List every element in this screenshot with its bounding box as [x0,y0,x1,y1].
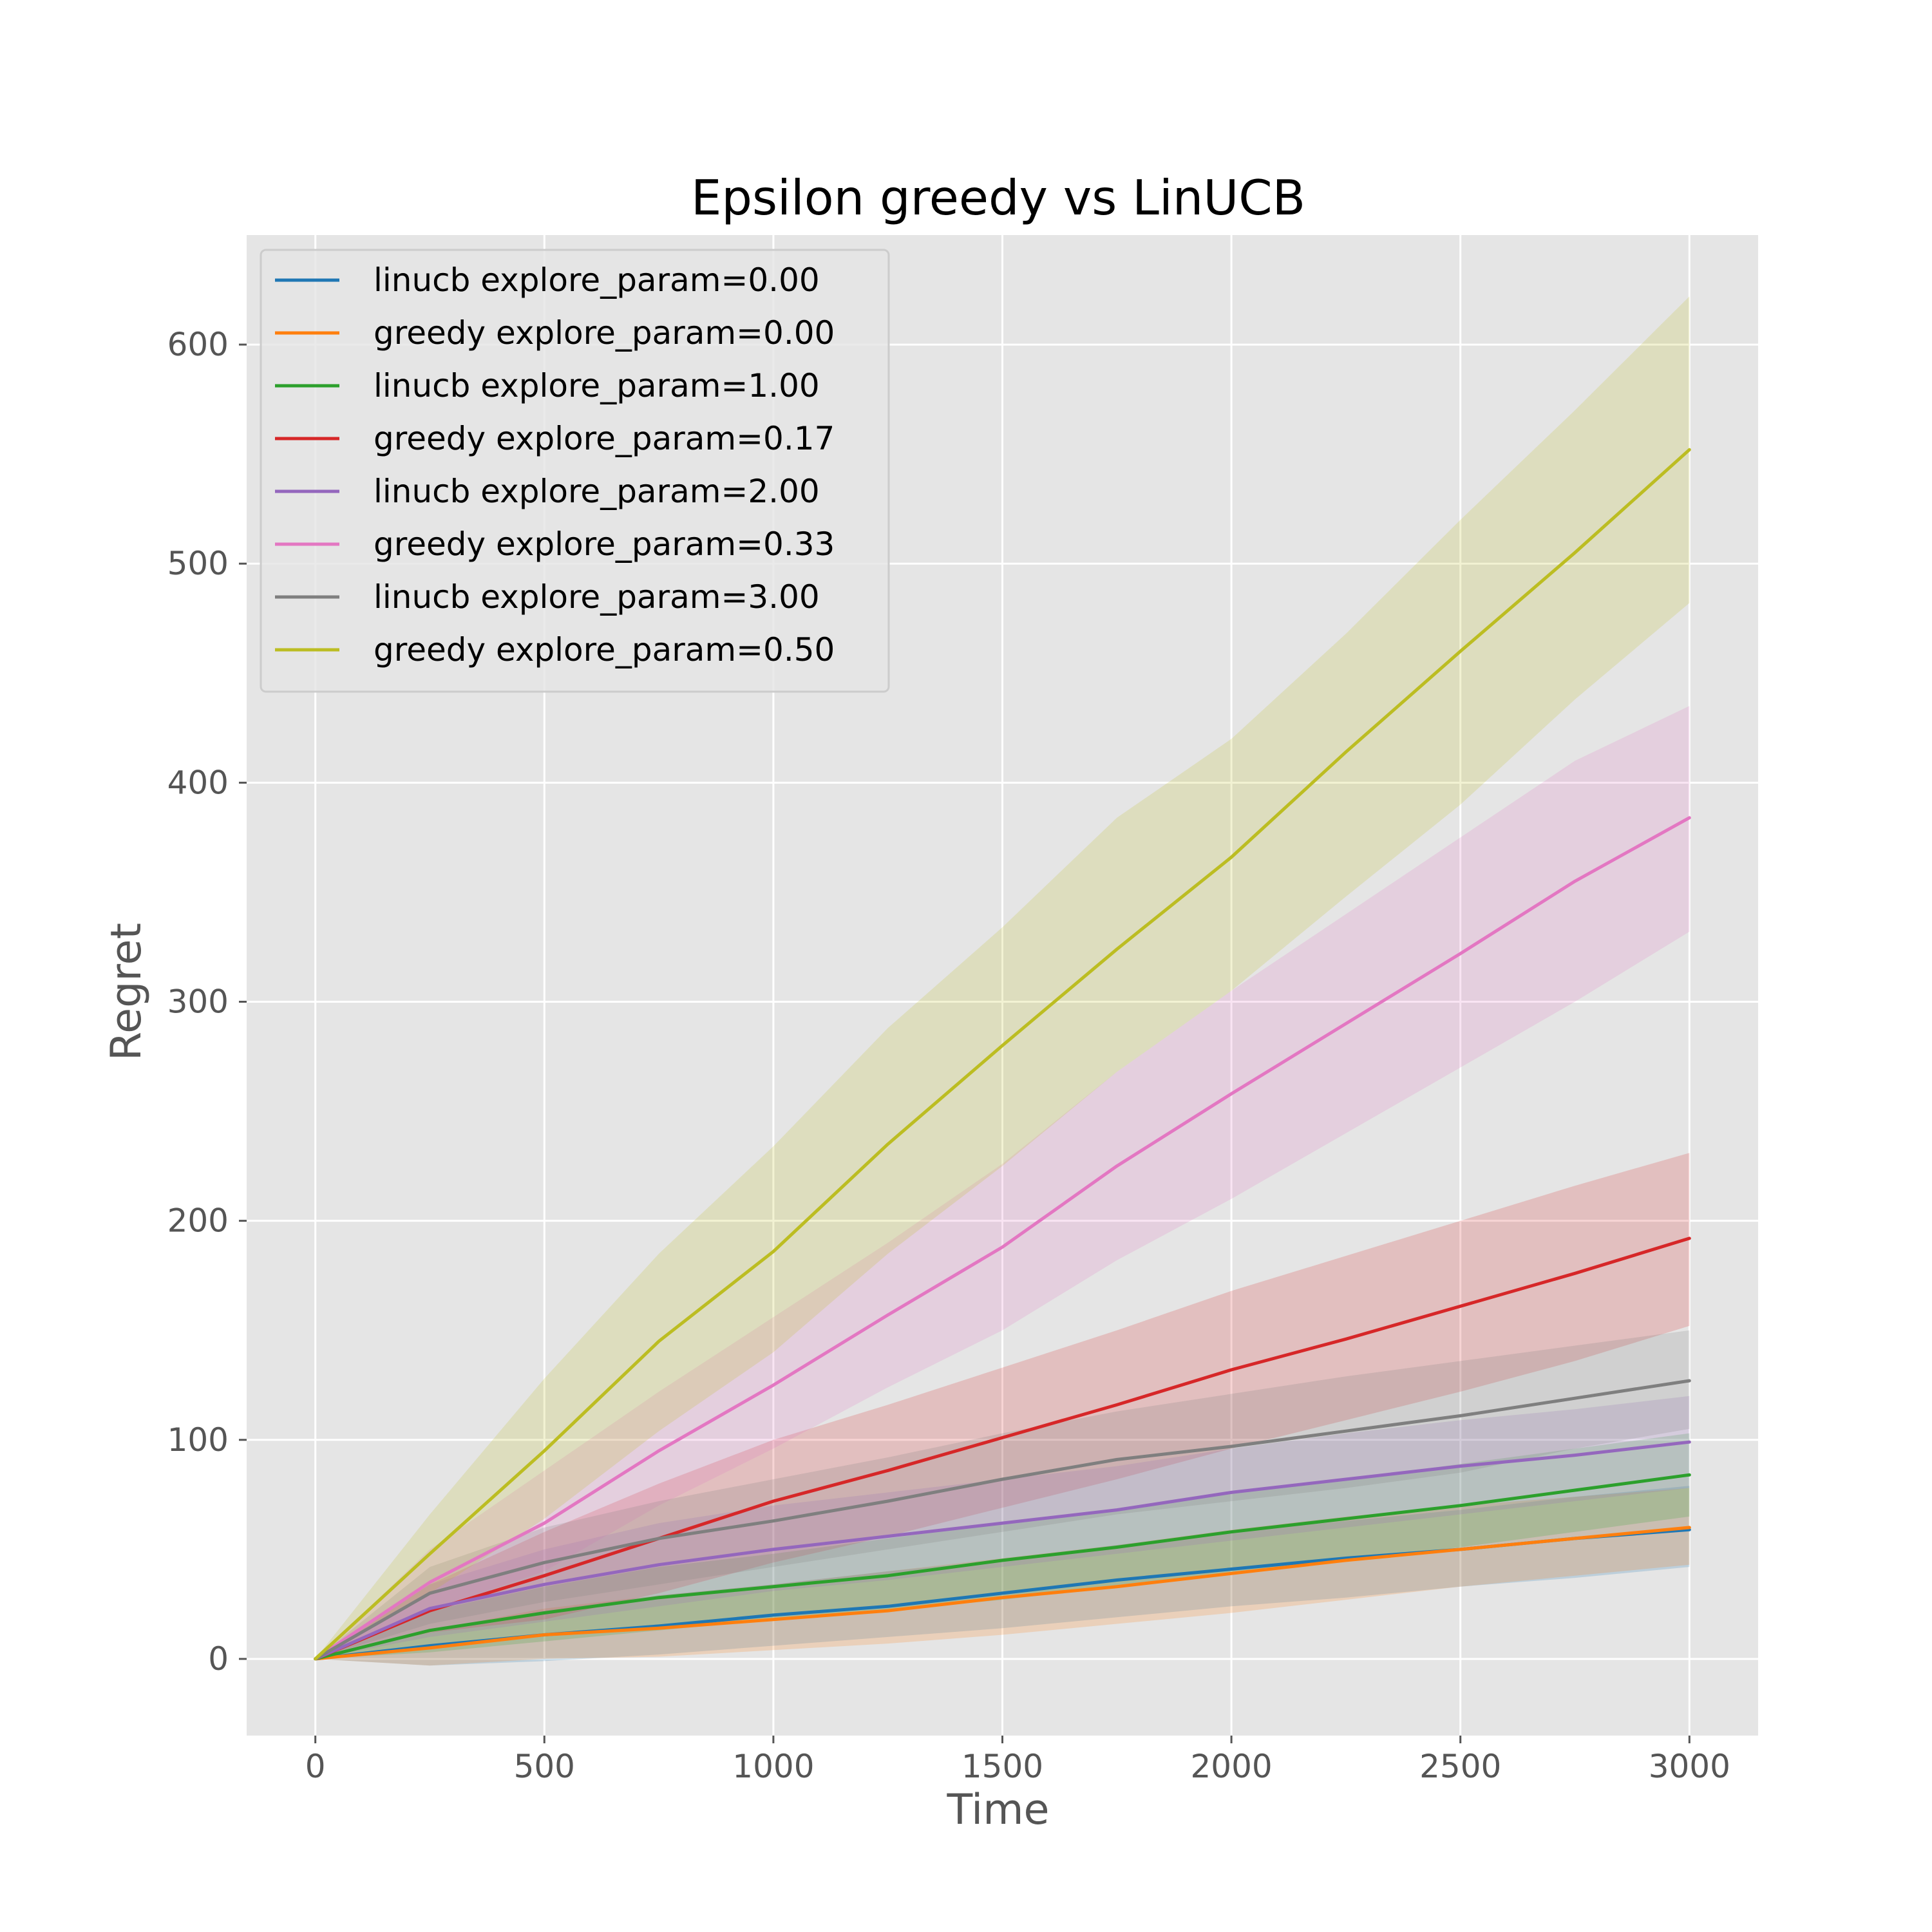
confidence-band [315,1153,1690,1659]
y-tick-label: 400 [167,764,229,801]
y-tick-label: 200 [167,1202,229,1240]
y-tick-label: 100 [167,1421,229,1459]
confidence-band [315,1486,1690,1666]
legend-box [260,249,890,693]
legend-label: greedy explore_param=0.17 [374,420,835,457]
y-tick-label: 500 [167,545,229,582]
series-line [314,1236,1691,1661]
series-line [314,1473,1691,1661]
x-tick-label: 3000 [1649,1748,1730,1785]
legend-label: greedy explore_param=0.50 [374,631,835,668]
plot-area: 0 500 1000 1500 2000 2500 3000 0 100 200 300 400 500… [167,235,1758,1785]
y-tick-label: 600 [167,326,229,363]
legend-label: linucb explore_param=0.00 [374,261,820,299]
x-tick-label: 1500 [961,1748,1043,1785]
confidence-band [315,296,1690,1659]
legend-label: linucb explore_param=1.00 [374,367,820,404]
series-line [314,1526,1691,1661]
confidence-band [315,1488,1690,1666]
series-line [314,816,1691,1661]
y-axis-label: Regret [102,923,151,1061]
legend-label: greedy explore_param=0.33 [374,526,835,563]
x-tick-label: 1000 [732,1748,814,1785]
y-tick-label: 0 [208,1640,229,1678]
legend-label: linucb explore_param=3.00 [374,578,820,616]
confidence-band [315,1330,1690,1659]
x-tick-label: 500 [514,1748,575,1785]
legend-label: linucb explore_param=2.00 [374,473,820,510]
x-tick-label: 0 [305,1748,326,1785]
series-line [314,1379,1691,1661]
series-line [314,448,1691,1661]
confidence-band [315,706,1690,1659]
confidence-band [315,1396,1690,1659]
x-axis-label: Time [946,1786,1049,1834]
y-tick-label: 300 [167,983,229,1021]
confidence-band [315,1433,1690,1659]
x-tick-label: 2000 [1190,1748,1272,1785]
chart-title: Epsilon greedy vs LinUCB [691,169,1305,226]
legend-label: greedy explore_param=0.00 [374,314,835,352]
x-tick-label: 2500 [1419,1748,1501,1785]
series-line [314,1440,1691,1661]
